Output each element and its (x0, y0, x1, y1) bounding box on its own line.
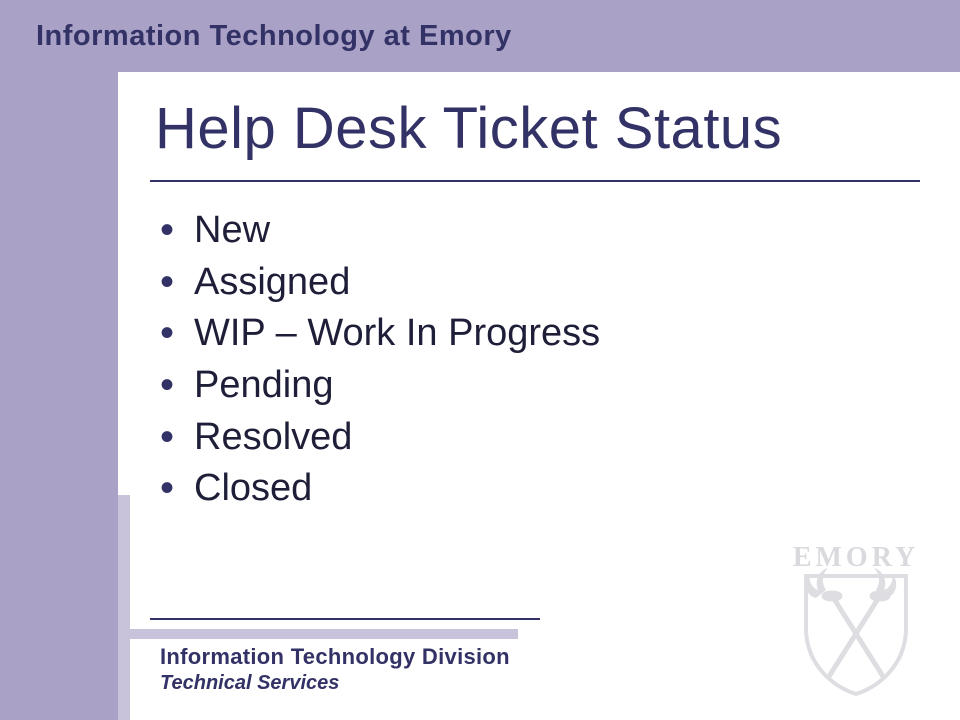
logo-text: EMORY (793, 542, 919, 573)
list-item: Closed (160, 463, 900, 515)
emory-logo-watermark: EMORY (776, 538, 936, 698)
left-sidebar (0, 72, 118, 720)
footer-rule (150, 618, 540, 620)
torches-icon (806, 568, 897, 678)
title-underline (150, 180, 920, 182)
list-item: New (160, 205, 900, 257)
slide-root: Information Technology at Emory Help Des… (0, 0, 960, 720)
list-item: Resolved (160, 412, 900, 464)
footer-line2: Technical Services (160, 672, 510, 695)
list-item: Assigned (160, 257, 900, 309)
sidebar-shadow (118, 495, 130, 720)
bullet-list: New Assigned WIP – Work In Progress Pend… (160, 205, 900, 515)
list-item: Pending (160, 360, 900, 412)
footer-block: Information Technology Division Technica… (160, 644, 510, 695)
footer-shadow (118, 629, 518, 639)
footer-line1: Information Technology Division (160, 644, 510, 670)
list-item: WIP – Work In Progress (160, 308, 900, 360)
slide-title: Help Desk Ticket Status (155, 95, 925, 162)
header-title: Information Technology at Emory (36, 20, 512, 53)
